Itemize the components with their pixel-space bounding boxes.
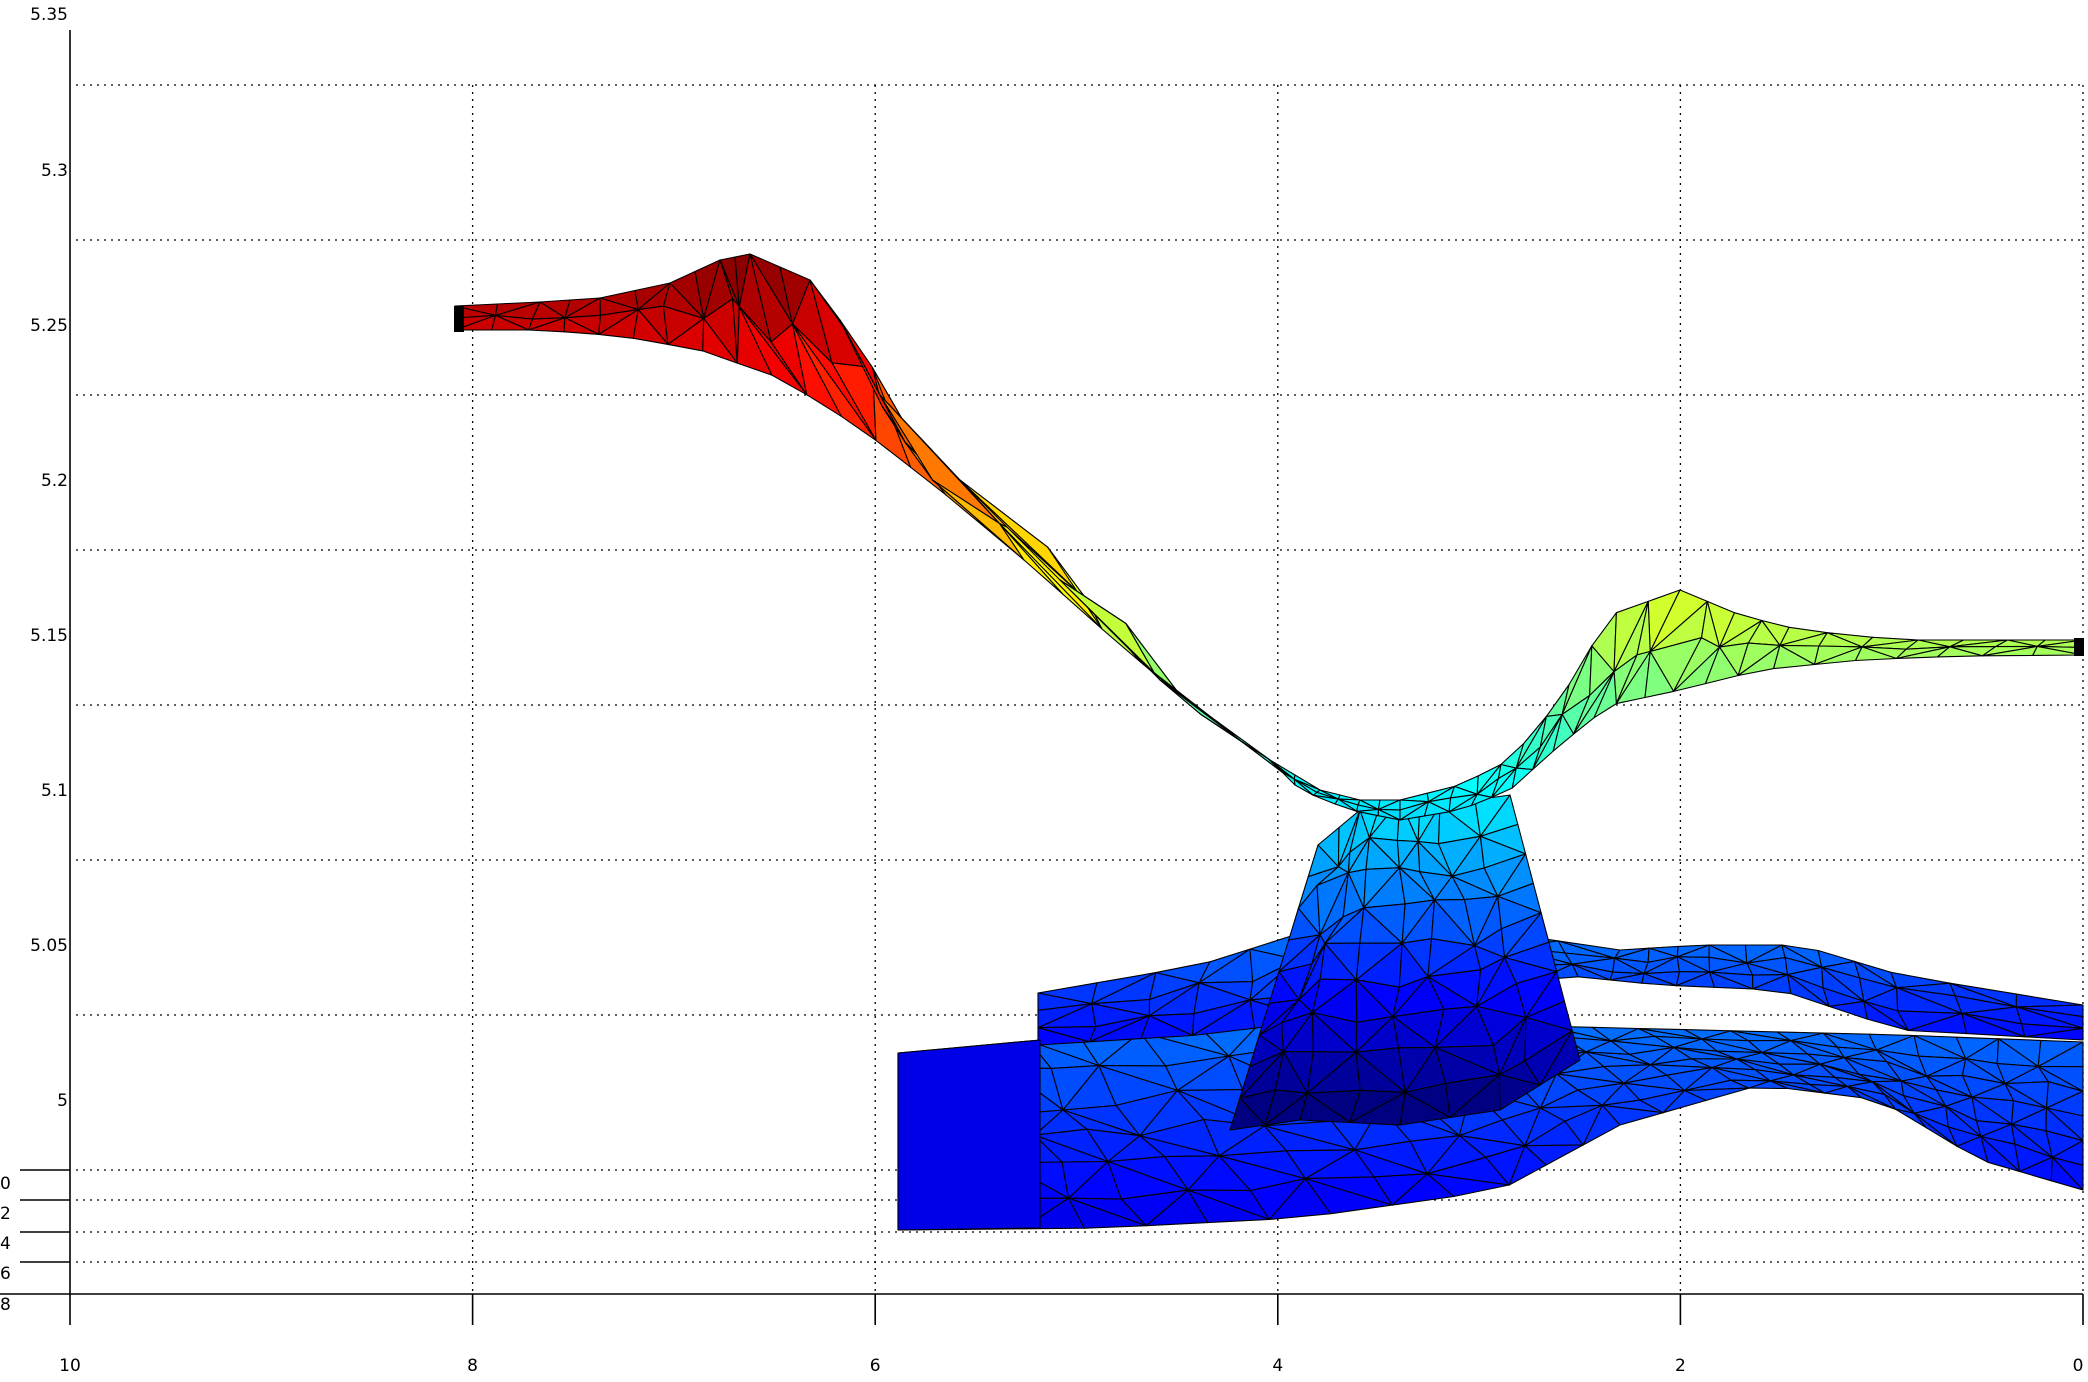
mesh-triangle (1769, 1080, 1826, 1094)
z-tick-label: 0 (0, 1174, 11, 1194)
mesh-triangle (1140, 1015, 1194, 1040)
mesh-triangle (1846, 1085, 1896, 1110)
axes (0, 30, 2084, 1325)
z-tick-label: 2 (0, 1204, 11, 1224)
z-tick-label: 8 (0, 1295, 11, 1315)
mesh-triangle (1511, 767, 1534, 789)
mesh-triangle (1644, 650, 1675, 699)
y-tick-label: 5.35 (30, 5, 68, 25)
z-tick-label: 6 (0, 1264, 11, 1284)
mesh-triangle (1773, 644, 1816, 670)
y-tick-label: 5.1 (41, 781, 68, 801)
x-tick-label: 4 (1272, 1356, 1283, 1376)
y-tick-label: 5.2 (41, 471, 68, 491)
mesh-triangle (1980, 1135, 2021, 1173)
mesh-triangle (1334, 798, 1358, 812)
mesh-triangle (1200, 714, 1243, 743)
mesh-triangle (1377, 808, 1401, 821)
mesh-triangle (1863, 1000, 1909, 1032)
y-tick-labels: 5 5.05 5.1 5.15 5.2 5.25 5.3 5.35 (30, 5, 68, 1111)
y-tick-label: 5 (57, 1091, 68, 1111)
upper-left-branch (454, 253, 1401, 821)
mesh-triangle (1399, 1091, 1451, 1126)
mesh-triangle (1641, 973, 1677, 987)
mesh-triangle (1293, 778, 1314, 796)
mesh-triangle (1187, 1189, 1270, 1224)
right-end-cap (2074, 638, 2084, 656)
mesh-triangle (1913, 1112, 1958, 1147)
x-tick-label: 8 (467, 1356, 478, 1376)
mesh-triangle (2024, 1027, 2084, 1041)
mesh-triangle (1499, 1074, 1541, 1111)
mesh-triangle (1524, 1144, 1584, 1166)
mesh-triangle (2032, 645, 2084, 656)
y-tick-label: 5.25 (30, 316, 68, 336)
mesh-triangle (491, 314, 530, 331)
left-end-cap (454, 306, 464, 332)
x-tick-label: 6 (870, 1356, 881, 1376)
mesh-triangle (1037, 1027, 1091, 1046)
z-tick-labels: 0 2 4 6 8 (0, 1174, 11, 1315)
mesh-triangle (1304, 1178, 1393, 1215)
mesh-triangle (1470, 793, 1493, 807)
mesh-triangle (1067, 1197, 1147, 1229)
mesh-triangle (1539, 1030, 1581, 1086)
mesh-triangle (1593, 671, 1617, 719)
mesh-triangle (1241, 741, 1283, 773)
mesh-triangle (1426, 1173, 1510, 1198)
mesh-triangle (1704, 646, 1739, 685)
mesh-triangle (1552, 713, 1575, 752)
mesh-triangle (1709, 971, 1754, 990)
mesh-triangle (1787, 974, 1830, 1007)
mesh-triangle (1601, 1104, 1664, 1126)
mesh-triangle (1423, 801, 1450, 817)
mesh-triangle (563, 317, 600, 335)
mesh-triangle (1571, 963, 1611, 981)
y-tick-label: 5.3 (41, 161, 68, 181)
mesh-triangle (999, 522, 1103, 630)
mesh-triangle (1936, 646, 1983, 658)
mesh-triangle (632, 309, 669, 345)
mesh-triangle (702, 317, 738, 364)
mesh-triangle (1961, 1012, 2026, 1038)
mesh-triangle (1684, 1087, 1750, 1101)
y-tick-label: 5.15 (30, 626, 68, 646)
mesh-triangle (738, 306, 808, 396)
y-tick-label: 5.05 (30, 936, 68, 956)
x-tick-labels: 10 8 6 4 2 0 (59, 1356, 2083, 1376)
mesh-triangle (2050, 1156, 2084, 1191)
x-tick-label: 10 (59, 1356, 81, 1376)
mesh-triangle (1229, 1097, 1266, 1131)
x-tick-label: 0 (2073, 1356, 2084, 1376)
mesh-triangle (1299, 1092, 1351, 1124)
z-tick-label: 4 (0, 1234, 11, 1254)
x-tick-label: 2 (1675, 1356, 1686, 1376)
mesh-triangle (1854, 646, 1897, 662)
left-step-block (897, 1039, 1041, 1231)
mesh-surface (454, 253, 2084, 1231)
upper-right-branch (1399, 589, 2084, 821)
mesh-triangle (791, 323, 877, 441)
neck-column (1229, 794, 1581, 1131)
mesh-triangle (1125, 622, 1181, 696)
